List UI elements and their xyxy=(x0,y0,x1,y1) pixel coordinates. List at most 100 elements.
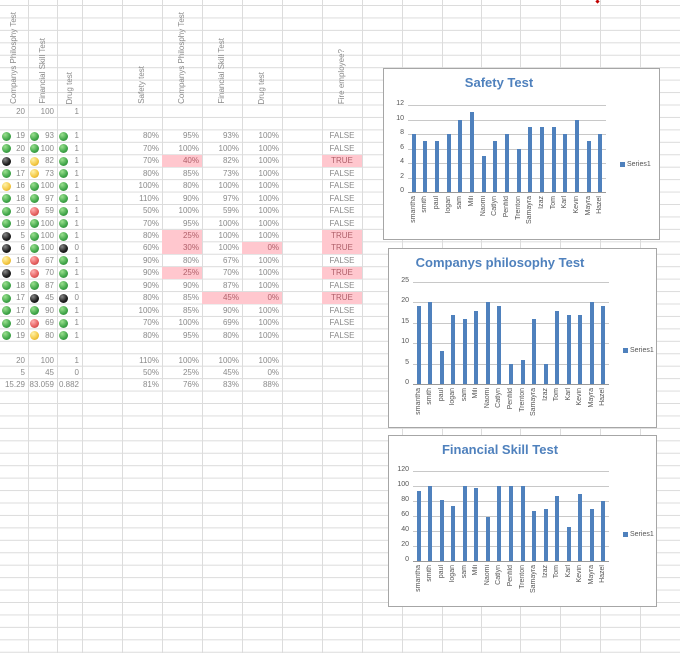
safety-pct-cell[interactable]: 60% xyxy=(142,243,159,253)
bar[interactable] xyxy=(532,510,537,561)
summary-cell[interactable]: 1 xyxy=(74,355,79,365)
summary-cell[interactable]: 100 xyxy=(40,355,54,365)
drug-test-cell[interactable]: 1 xyxy=(74,231,79,240)
financial-pct-cell[interactable]: 82% xyxy=(222,156,239,166)
summary-cell[interactable]: 50% xyxy=(142,367,159,377)
summary-cell[interactable]: 100% xyxy=(178,355,199,365)
safety-pct-cell[interactable]: 100% xyxy=(138,181,159,191)
bar[interactable] xyxy=(520,359,525,384)
financial-score-cell[interactable]: 100 xyxy=(40,143,54,153)
bar[interactable] xyxy=(539,126,544,192)
drug-pct-cell[interactable]: 100% xyxy=(258,193,279,203)
financial-score-cell[interactable]: 67 xyxy=(45,255,54,265)
financial-pct-cell[interactable]: 100% xyxy=(218,218,239,228)
bar[interactable] xyxy=(493,141,498,192)
philosophy-score-cell[interactable]: 17 xyxy=(16,168,25,178)
summary-cell[interactable]: 0.882 xyxy=(58,380,79,390)
philosophy-pct-cell[interactable]: 25% xyxy=(162,267,202,280)
bar[interactable] xyxy=(485,516,490,561)
philosophy-pct-cell[interactable]: 90% xyxy=(182,193,199,203)
fire-employee-cell[interactable]: TRUE xyxy=(322,242,362,255)
drug-test-cell[interactable]: 1 xyxy=(74,305,79,315)
summary-cell[interactable]: 88% xyxy=(262,380,279,390)
fire-employee-cell[interactable]: FALSE xyxy=(329,131,355,141)
drug-pct-cell[interactable]: 100% xyxy=(258,218,279,228)
drug-test-cell[interactable]: 1 xyxy=(74,330,79,340)
chart-financial-skill-test[interactable]: Financial Skill Test 0 20 40 60 80 100 120 smant… xyxy=(388,435,657,607)
fire-employee-cell[interactable]: FALSE xyxy=(329,305,355,315)
summary-cell[interactable]: 76% xyxy=(182,380,199,390)
fire-employee-cell[interactable]: FALSE xyxy=(329,168,355,178)
drug-test-cell[interactable]: 0 xyxy=(74,293,79,303)
bar[interactable] xyxy=(451,314,456,384)
drug-pct-cell[interactable]: 100% xyxy=(258,280,279,290)
column-header[interactable]: Financial Skill Test xyxy=(28,2,57,104)
philosophy-pct-cell[interactable]: 30% xyxy=(162,242,202,255)
fire-employee-cell[interactable]: TRUE xyxy=(322,230,362,242)
drug-test-cell[interactable]: 1 xyxy=(74,168,79,178)
financial-pct-cell[interactable]: 80% xyxy=(222,330,239,340)
column-header[interactable]: Drug test xyxy=(57,2,82,104)
bar[interactable] xyxy=(435,141,440,192)
financial-score-cell[interactable]: 70 xyxy=(45,268,54,278)
bar[interactable] xyxy=(601,501,606,561)
philosophy-score-cell[interactable]: 18 xyxy=(16,280,25,290)
financial-pct-cell[interactable]: 67% xyxy=(222,255,239,265)
philosophy-pct-cell[interactable]: 85% xyxy=(182,293,199,303)
drug-pct-cell[interactable]: 100% xyxy=(258,330,279,340)
philosophy-pct-cell[interactable]: 95% xyxy=(182,330,199,340)
fire-employee-cell[interactable]: TRUE xyxy=(322,267,362,280)
summary-cell[interactable]: 0% xyxy=(267,367,279,377)
philosophy-score-cell[interactable]: 20 xyxy=(16,206,25,216)
drug-pct-cell[interactable]: 100% xyxy=(258,206,279,216)
philosophy-pct-cell[interactable]: 25% xyxy=(162,230,202,242)
bar[interactable] xyxy=(601,306,606,384)
drug-test-cell[interactable]: 1 xyxy=(74,206,79,216)
bar[interactable] xyxy=(423,141,428,192)
philosophy-pct-cell[interactable]: 40% xyxy=(162,155,202,168)
bar[interactable] xyxy=(451,506,456,561)
philosophy-pct-cell[interactable]: 100% xyxy=(178,318,199,328)
drug-test-cell[interactable]: 1 xyxy=(74,156,79,166)
philosophy-score-cell[interactable]: 5 xyxy=(20,268,25,278)
chart-safety-test[interactable]: Safety Test 0 2 4 6 8 10 12 smantha smith paul loga… xyxy=(383,68,660,240)
philosophy-score-cell[interactable]: 16 xyxy=(16,255,25,265)
bar[interactable] xyxy=(598,134,603,192)
drug-pct-cell[interactable]: 100% xyxy=(258,255,279,265)
financial-pct-cell[interactable]: 45% xyxy=(202,292,242,305)
financial-pct-cell[interactable]: 93% xyxy=(222,131,239,141)
philosophy-pct-cell[interactable]: 85% xyxy=(182,305,199,315)
summary-cell[interactable]: 83% xyxy=(222,380,239,390)
bar[interactable] xyxy=(462,486,467,561)
bar[interactable] xyxy=(566,527,571,561)
drug-test-cell[interactable]: 1 xyxy=(74,318,79,328)
drug-test-cell[interactable]: 1 xyxy=(74,268,79,278)
philosophy-score-cell[interactable]: 18 xyxy=(16,193,25,203)
bar[interactable] xyxy=(428,486,433,561)
financial-score-cell[interactable]: 45 xyxy=(45,293,54,303)
safety-pct-cell[interactable]: 80% xyxy=(142,131,159,141)
bar[interactable] xyxy=(589,302,594,384)
financial-score-cell[interactable]: 73 xyxy=(45,168,54,178)
philosophy-pct-cell[interactable]: 95% xyxy=(182,218,199,228)
fire-employee-cell[interactable]: FALSE xyxy=(329,206,355,216)
financial-pct-cell[interactable]: 97% xyxy=(222,193,239,203)
financial-score-cell[interactable]: 100 xyxy=(40,218,54,228)
financial-pct-cell[interactable]: 100% xyxy=(218,181,239,191)
financial-score-cell[interactable]: 59 xyxy=(45,206,54,216)
financial-pct-cell[interactable]: 90% xyxy=(222,305,239,315)
summary-cell[interactable]: 25% xyxy=(182,367,199,377)
financial-pct-cell[interactable]: 100% xyxy=(218,231,239,240)
drug-pct-cell[interactable]: 0% xyxy=(242,292,282,305)
fire-employee-cell[interactable]: TRUE xyxy=(322,292,362,305)
financial-pct-cell[interactable]: 70% xyxy=(222,268,239,278)
max-value-cell[interactable]: 100 xyxy=(40,106,54,116)
safety-pct-cell[interactable]: 80% xyxy=(142,168,159,178)
safety-pct-cell[interactable]: 110% xyxy=(139,193,159,203)
bar[interactable] xyxy=(555,310,560,384)
safety-pct-cell[interactable]: 70% xyxy=(142,318,159,328)
bar[interactable] xyxy=(462,318,467,384)
philosophy-score-cell[interactable]: 19 xyxy=(16,218,25,228)
safety-pct-cell[interactable]: 50% xyxy=(142,206,159,216)
chart-legend[interactable]: Series1 xyxy=(623,531,654,538)
